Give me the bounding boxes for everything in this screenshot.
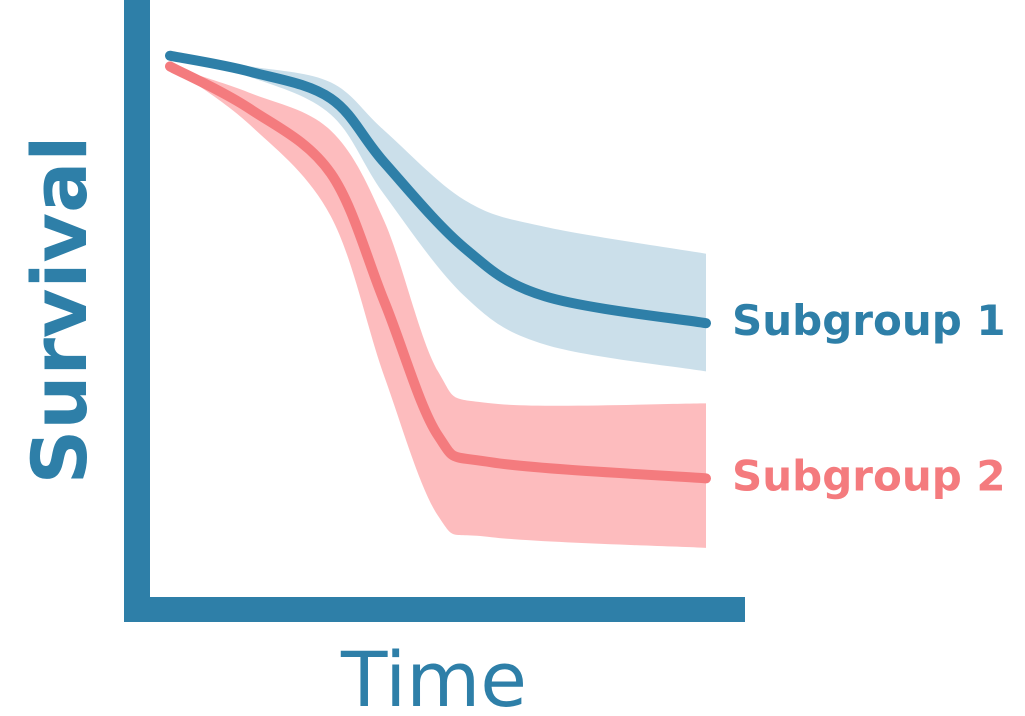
y-axis-label: Survival	[15, 136, 104, 485]
y-axis-line	[124, 0, 150, 620]
confidence-bands	[170, 55, 706, 548]
x-axis-label: Time	[340, 635, 527, 716]
series-label-2: Subgroup 2	[732, 451, 1006, 500]
confidence-band-2	[170, 66, 706, 548]
x-axis-line	[124, 597, 745, 622]
series-line-1	[165, 50, 711, 329]
series-labels: Subgroup 1 Subgroup 2	[732, 296, 1006, 500]
series-label-1: Subgroup 1	[732, 296, 1006, 345]
survival-lines	[165, 50, 711, 484]
confidence-band-1	[170, 55, 706, 372]
series-line-2	[165, 61, 711, 484]
